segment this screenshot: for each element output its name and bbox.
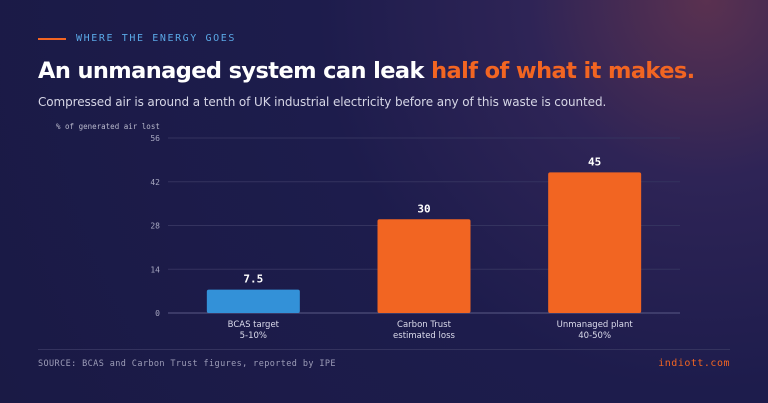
y-tick-label-2: 28 — [150, 222, 160, 231]
footer-divider — [38, 349, 730, 350]
source-note: SOURCE: BCAS and Carbon Trust figures, r… — [38, 359, 336, 369]
category-label-1: Carbon Trust — [397, 320, 452, 330]
category-sublabel-1: estimated loss — [393, 331, 455, 341]
title-main: An unmanaged system can leak — [38, 58, 432, 84]
bar-1 — [377, 219, 471, 313]
value-label-1: 30 — [417, 202, 430, 215]
page-title: An unmanaged system can leak half of wha… — [38, 58, 695, 84]
eyebrow-accent-line — [38, 37, 66, 40]
value-label-2: 45 — [588, 155, 601, 168]
y-tick-label-1: 14 — [150, 265, 160, 274]
value-label-0: 7.5 — [243, 273, 263, 286]
y-tick-label-4: 56 — [150, 134, 160, 143]
eyebrow: WHERE THE ENERGY GOES — [38, 33, 236, 44]
category-label-2: Unmanaged plant — [557, 320, 634, 330]
subtitle: Compressed air is around a tenth of UK i… — [38, 95, 607, 109]
category-label-0: BCAS target — [228, 320, 280, 330]
brand-link[interactable]: indiott.com — [658, 358, 730, 369]
bar-2 — [548, 172, 642, 313]
bar-chart: 0 14 28 42 56 7.5 BCAS target 5-10% 30 Carbon Tru… — [0, 118, 768, 348]
bar-0 — [206, 289, 300, 313]
category-sublabel-2: 40-50% — [578, 331, 611, 341]
category-sublabel-0: 5-10% — [240, 331, 267, 341]
title-highlight: half of what it makes. — [431, 58, 695, 84]
y-tick-label-3: 42 — [150, 178, 160, 187]
eyebrow-text: WHERE THE ENERGY GOES — [76, 33, 237, 44]
y-axis-label: % of generated air lost — [56, 122, 160, 131]
y-tick-label-0: 0 — [155, 309, 160, 318]
